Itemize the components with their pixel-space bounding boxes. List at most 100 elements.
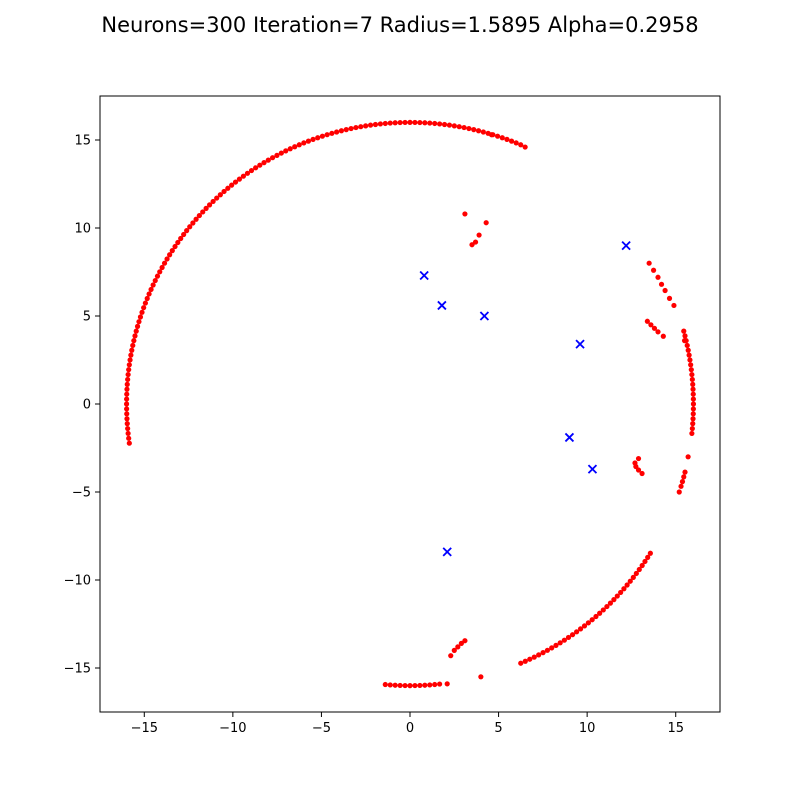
neuron-point: [124, 416, 130, 422]
neuron-point: [412, 682, 418, 689]
neuron-point: [253, 165, 259, 171]
neuron-point: [647, 550, 653, 556]
neuron-point: [422, 682, 428, 688]
neuron-point: [611, 597, 617, 603]
data-point-x: [437, 300, 447, 311]
neuron-point: [593, 613, 599, 620]
neuron-point: [536, 652, 542, 658]
x-tick-label: 5: [494, 721, 502, 736]
neuron-point: [633, 463, 639, 470]
neuron-point: [305, 138, 312, 144]
neuron-point: [124, 396, 130, 402]
neuron-point: [402, 682, 408, 689]
neuron-point: [387, 682, 393, 688]
neuron-point: [427, 682, 433, 688]
neuron-point: [193, 216, 199, 222]
neuron-point: [432, 120, 438, 127]
neuron-point: [232, 179, 239, 185]
neuron-point: [678, 483, 684, 489]
neuron-point: [690, 416, 696, 422]
neuron-point: [569, 632, 576, 638]
neuron-point: [540, 650, 546, 656]
neuron-point: [441, 121, 448, 128]
neuron-point: [129, 347, 135, 353]
neuron-point: [152, 277, 158, 284]
neuron-point: [184, 228, 190, 234]
neuron-point: [265, 157, 271, 163]
neuron-point: [190, 220, 196, 226]
neuron-point: [690, 386, 696, 392]
neuron-point: [549, 645, 555, 651]
neuron-point: [581, 623, 588, 629]
neuron-point: [466, 125, 472, 132]
neuron-point: [125, 425, 131, 432]
neuron-point: [324, 132, 330, 138]
neuron-point: [310, 136, 316, 142]
neuron-point: [141, 305, 147, 311]
neuron-point: [504, 136, 510, 142]
data-point-x: [564, 432, 575, 443]
neuron-point: [432, 681, 438, 688]
neuron-point: [456, 124, 462, 130]
neuron-point: [544, 647, 551, 653]
neuron-point: [217, 192, 223, 198]
neuron-point: [690, 401, 697, 407]
neuron-point: [437, 121, 443, 127]
neuron-point: [446, 122, 453, 128]
neuron-point: [646, 260, 652, 266]
neuron-point: [437, 681, 443, 687]
neuron-point: [257, 162, 263, 168]
neuron-point: [210, 198, 216, 205]
x-tick-label: 10: [579, 721, 596, 736]
neuron-point: [334, 129, 340, 135]
neuron-point: [651, 325, 658, 331]
y-tick-label: 5: [83, 310, 91, 325]
neuron-point: [597, 610, 603, 616]
x-tick-label: 0: [406, 721, 414, 736]
neuron-point: [688, 362, 694, 368]
neuron-point: [553, 642, 559, 648]
neuron-point: [604, 603, 610, 610]
neuron-point: [648, 322, 654, 328]
data-point-x: [479, 311, 490, 321]
neuron-point: [666, 295, 673, 301]
neuron-point: [639, 470, 645, 477]
x-tick-label: −5: [312, 721, 331, 736]
neuron-point: [214, 195, 220, 201]
neuron-point: [531, 654, 537, 660]
neuron-point: [522, 658, 528, 664]
neuron-point: [614, 593, 620, 599]
neuron-point: [565, 634, 572, 641]
neuron-point: [343, 127, 349, 133]
neuron-point: [358, 124, 364, 130]
x-tick-label: −10: [219, 721, 246, 736]
data-point-x: [575, 339, 585, 349]
neuron-point: [139, 309, 145, 315]
neuron-point: [200, 209, 206, 215]
neuron-point: [469, 242, 475, 248]
neuron-point: [278, 150, 284, 156]
neuron-point: [681, 474, 687, 480]
neuron-point: [367, 122, 374, 128]
neuron-point: [146, 291, 152, 297]
neuron-point: [128, 352, 134, 358]
neuron-point: [382, 120, 388, 127]
neuron-point: [126, 367, 132, 373]
neuron-point: [639, 562, 645, 569]
neuron-point: [607, 600, 614, 606]
neuron-point: [499, 135, 505, 141]
neuron-point: [130, 342, 136, 349]
y-tick-label: −15: [64, 662, 91, 677]
neuron-point: [645, 554, 651, 560]
neuron-point: [187, 224, 193, 230]
neuron-point: [471, 127, 477, 133]
neuron-point: [518, 660, 524, 666]
neuron-point: [684, 342, 690, 349]
neuron-point: [248, 167, 255, 174]
neuron-point: [150, 282, 156, 288]
neuron-point: [662, 287, 668, 294]
neuron-point: [319, 133, 326, 139]
neuron-point: [387, 120, 393, 126]
neuron-point: [167, 252, 173, 258]
